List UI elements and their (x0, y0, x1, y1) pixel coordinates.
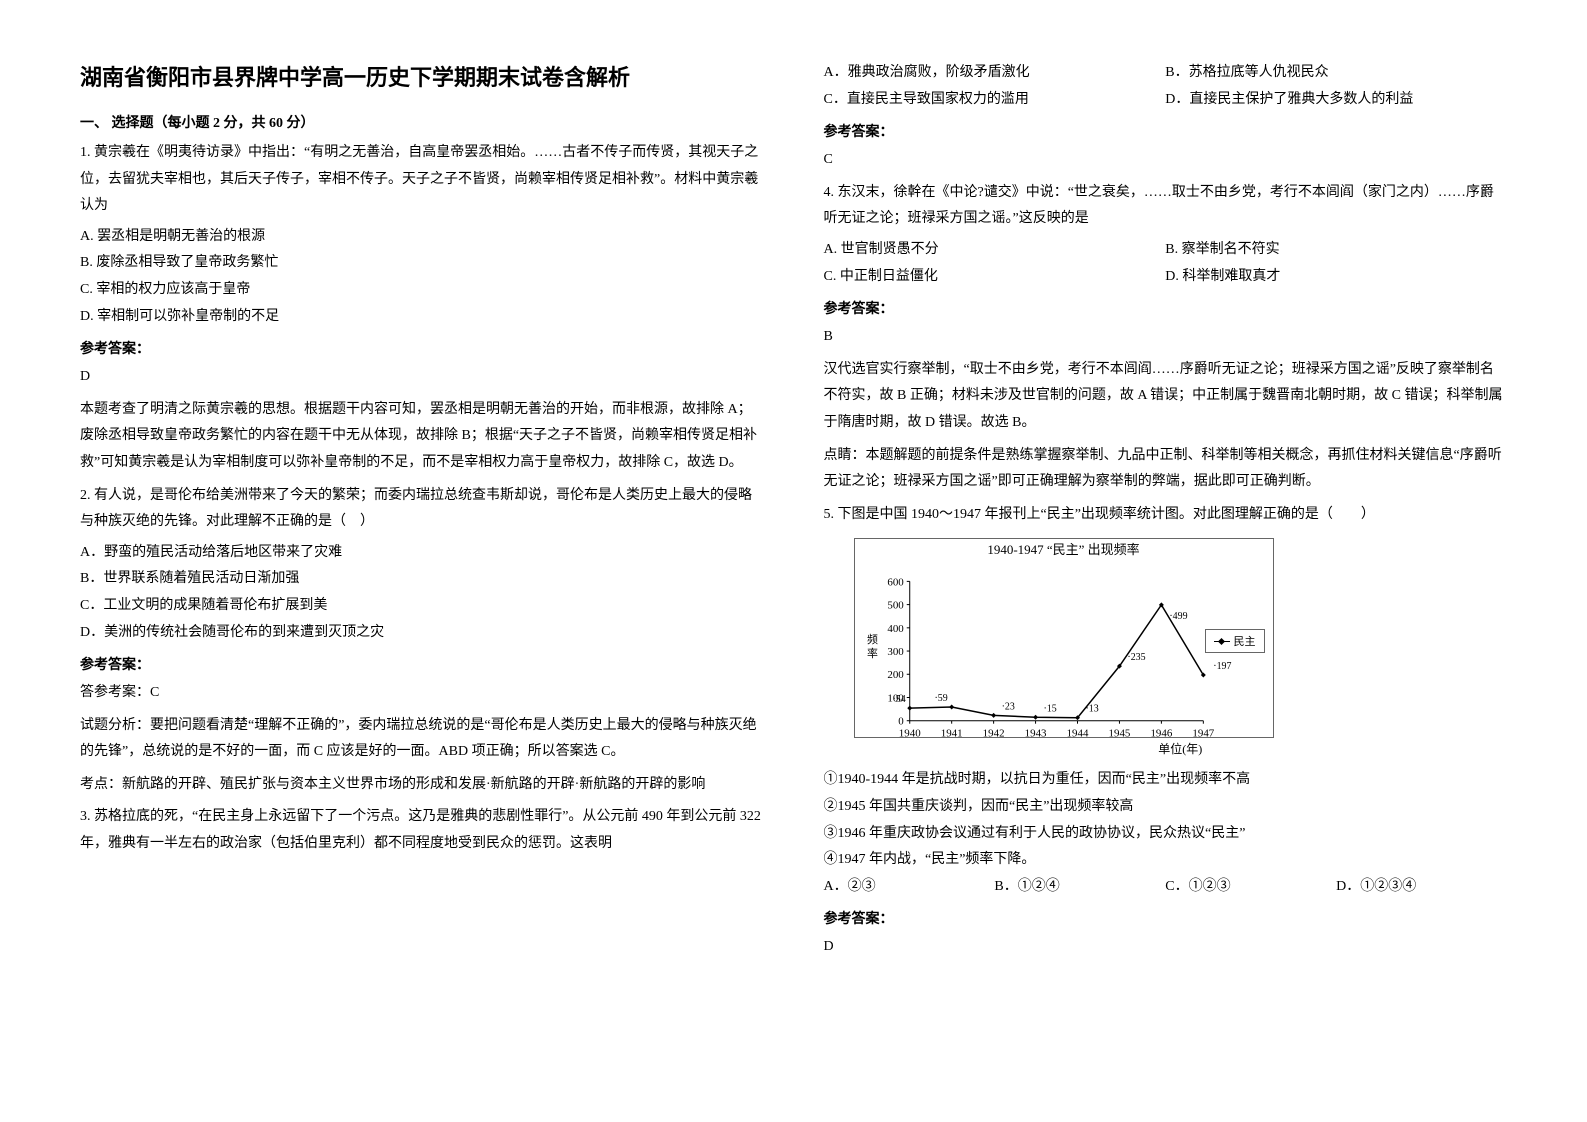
q4-option-a: A. 世官制贤愚不分 (824, 237, 1166, 264)
right-column: A．雅典政治腐败，阶级矛盾激化 B．苏格拉底等人仇视民众 C．直接民主导致国家权… (824, 60, 1508, 967)
q4-explanation-2: 点睛：本题解题的前提条件是熟练掌握察举制、九品中正制、科举制等相关概念，再抓住材… (824, 443, 1508, 496)
q2-stem: 2. 有人说，是哥伦布给美洲带来了今天的繁荣；而委内瑞拉总统查韦斯却说，哥伦布是… (80, 483, 764, 536)
q5-option-b: B．①②④ (994, 874, 1165, 901)
q2-answer-label: 参考答案： (80, 654, 764, 674)
q3-answer-label: 参考答案： (824, 121, 1508, 141)
q1-option-a: A. 罢丞相是明朝无善治的根源 (80, 224, 764, 251)
svg-text:1942: 1942 (982, 728, 1004, 740)
svg-text:200: 200 (887, 670, 904, 682)
line-chart: 0100200300400500600频率1940194119421943194… (855, 562, 1273, 760)
svg-text:500: 500 (887, 600, 904, 612)
q2-explanation-1: 试题分析：要把问题看清楚“理解不正确的”，委内瑞拉总统说的是“哥伦布是人类历史上… (80, 713, 764, 766)
q3-option-a: A．雅典政治腐败，阶级矛盾激化 (824, 60, 1166, 87)
q5-answer: D (824, 934, 1508, 961)
svg-text:1944: 1944 (1066, 728, 1088, 740)
svg-text:1943: 1943 (1024, 728, 1046, 740)
document-title: 湖南省衡阳市县界牌中学高一历史下学期期末试卷含解析 (80, 60, 764, 92)
q2-option-d: D．美洲的传统社会随哥伦布的到来遭到灭顶之灾 (80, 620, 764, 647)
q4-answer: B (824, 324, 1508, 351)
svg-text:400: 400 (887, 623, 904, 635)
q4-answer-label: 参考答案： (824, 298, 1508, 318)
svg-text:1946: 1946 (1150, 728, 1172, 740)
q2-explanation-2: 考点：新航路的开辟、殖民扩张与资本主义世界市场的形成和发展·新航路的开辟·新航路… (80, 772, 764, 799)
section-1-header: 一、 选择题（每小题 2 分，共 60 分） (80, 112, 764, 132)
q1-answer-label: 参考答案： (80, 338, 764, 358)
q5-statement-3: ③1946 年重庆政协会议通过有利于人民的政协协议，民众热议“民主” (824, 821, 1508, 848)
q3-answer: C (824, 147, 1508, 174)
q4-options-row1: A. 世官制贤愚不分 B. 察举制名不符实 (824, 237, 1508, 264)
q4-option-b: B. 察举制名不符实 (1165, 237, 1507, 264)
svg-text:·23: ·23 (1001, 702, 1014, 713)
svg-text:·13: ·13 (1085, 704, 1098, 715)
svg-text:·59: ·59 (934, 693, 947, 704)
svg-text:·235: ·235 (1127, 652, 1145, 663)
q4-explanation-1: 汉代选官实行察举制，“取士不由乡党，考行不本闾阎……序爵听无证之论；班禄采方国之… (824, 357, 1508, 437)
q5-option-a: A．②③ (824, 874, 995, 901)
q4-stem: 4. 东汉末，徐幹在《中论?谴交》中说：“世之衰矣，……取士不由乡党，考行不本闾… (824, 180, 1508, 233)
q5-statement-2: ②1945 年国共重庆谈判，因而“民主”出现频率较高 (824, 794, 1508, 821)
q5-statement-1: ①1940-1944 年是抗战时期，以抗日为重任，因而“民主”出现频率不高 (824, 767, 1508, 794)
q1-option-d: D. 宰相制可以弥补皇帝制的不足 (80, 304, 764, 331)
svg-text:·499: ·499 (1169, 611, 1187, 622)
q3-options-row2: C．直接民主导致国家权力的滥用 D．直接民主保护了雅典大多数人的利益 (824, 87, 1508, 114)
left-column: 湖南省衡阳市县界牌中学高一历史下学期期末试卷含解析 一、 选择题（每小题 2 分… (80, 60, 764, 967)
chart-box: 1940-1947 “民主” 出现频率 0100200300400500600频… (854, 538, 1274, 738)
legend-marker-icon (1214, 641, 1230, 642)
q2-option-c: C．工业文明的成果随着哥伦布扩展到美 (80, 593, 764, 620)
q1-option-c: C. 宰相的权力应该高于皇帝 (80, 277, 764, 304)
q1-stem: 1. 黄宗羲在《明夷待访录》中指出：“有明之无善治，自高皇帝罢丞相始。……古者不… (80, 140, 764, 220)
legend-label: 民主 (1234, 633, 1256, 649)
q2-answer: 答参考案：C (80, 680, 764, 707)
svg-text:·197: ·197 (1213, 661, 1231, 672)
svg-text:·54: ·54 (892, 695, 905, 706)
svg-text:频: 频 (866, 632, 877, 646)
q1-answer: D (80, 364, 764, 391)
svg-text:600: 600 (887, 577, 904, 589)
svg-text:0: 0 (898, 716, 904, 728)
q2-option-b: B．世界联系随着殖民活动日渐加强 (80, 566, 764, 593)
svg-text:·15: ·15 (1043, 704, 1056, 715)
q3-stem: 3. 苏格拉底的死，“在民主身上永远留下了一个污点。这乃是雅典的悲剧性罪行”。从… (80, 804, 764, 857)
svg-text:1940: 1940 (898, 728, 920, 740)
q5-statement-4: ④1947 年内战，“民主”频率下降。 (824, 847, 1508, 874)
q3-option-d: D．直接民主保护了雅典大多数人的利益 (1165, 87, 1507, 114)
svg-text:1941: 1941 (940, 728, 962, 740)
q3-option-c: C．直接民主导致国家权力的滥用 (824, 87, 1166, 114)
chart-wrapper: 1940-1947 “民主” 出现频率 0100200300400500600频… (854, 538, 1508, 757)
q5-option-d: D．①②③④ (1336, 874, 1507, 901)
q1-explanation: 本题考查了明清之际黄宗羲的思想。根据题干内容可知，罢丞相是明朝无善治的开始，而非… (80, 397, 764, 477)
q5-option-c: C．①②③ (1165, 874, 1336, 901)
svg-text:1947: 1947 (1192, 728, 1214, 740)
q3-options-row1: A．雅典政治腐败，阶级矛盾激化 B．苏格拉底等人仇视民众 (824, 60, 1508, 87)
svg-text:300: 300 (887, 646, 904, 658)
q5-options-row: A．②③ B．①②④ C．①②③ D．①②③④ (824, 874, 1508, 901)
chart-legend: 民主 (1205, 629, 1265, 653)
q4-option-c: C. 中正制日益僵化 (824, 264, 1166, 291)
svg-text:1945: 1945 (1108, 728, 1130, 740)
q3-option-b: B．苏格拉底等人仇视民众 (1165, 60, 1507, 87)
q5-answer-label: 参考答案： (824, 908, 1508, 928)
q1-option-b: B. 废除丞相导致了皇帝政务繁忙 (80, 250, 764, 277)
q4-option-d: D. 科举制难取真才 (1165, 264, 1507, 291)
svg-text:率: 率 (866, 646, 877, 660)
q2-option-a: A．野蛮的殖民活动给落后地区带来了灾难 (80, 540, 764, 567)
q5-stem: 5. 下图是中国 1940～1947 年报刊上“民主”出现频率统计图。对此图理解… (824, 502, 1508, 529)
page-container: 湖南省衡阳市县界牌中学高一历史下学期期末试卷含解析 一、 选择题（每小题 2 分… (80, 60, 1507, 967)
q4-options-row2: C. 中正制日益僵化 D. 科举制难取真才 (824, 264, 1508, 291)
chart-title: 1940-1947 “民主” 出现频率 (855, 539, 1273, 558)
